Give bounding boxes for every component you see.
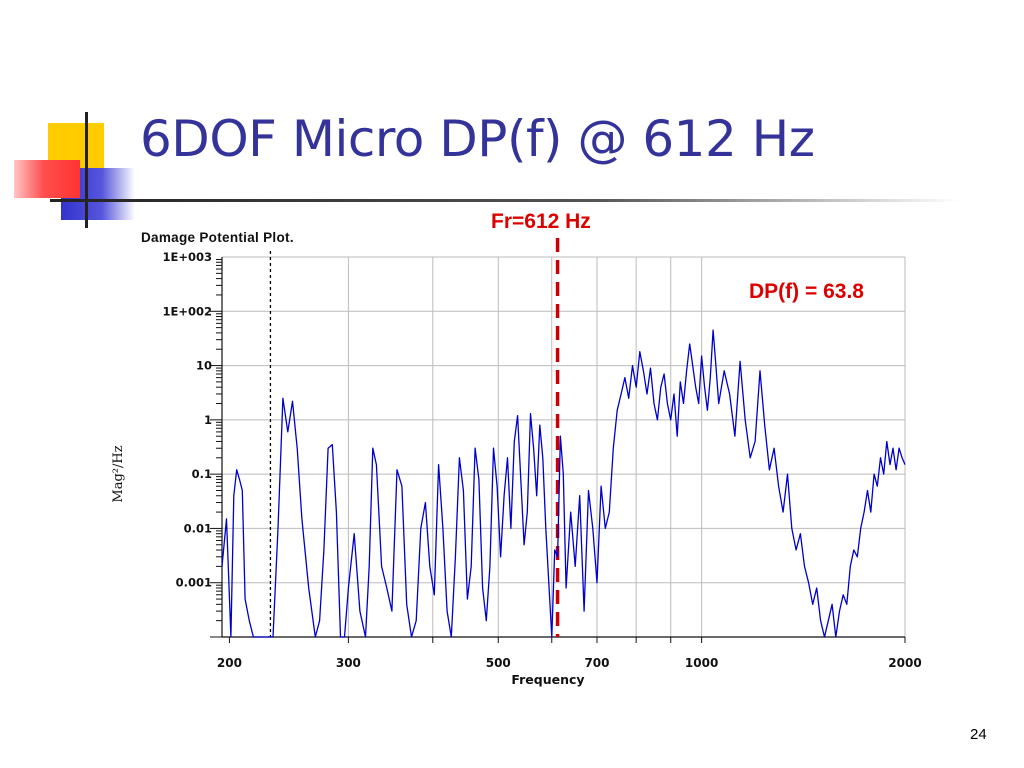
slide-title: 6DOF Micro DP(f) @ 612 Hz: [140, 110, 815, 168]
x-tick-label: 200: [217, 656, 242, 670]
series-line: [221, 329, 906, 638]
y-tick-label: 1E+002: [163, 304, 213, 318]
x-tick-label: 1000: [685, 656, 718, 670]
red-square-decoration: [14, 160, 80, 198]
frequency-marker-label: Fr=612 Hz: [491, 210, 591, 233]
chart-heading: Damage Potential Plot.: [141, 230, 294, 245]
reference-lines: [269, 238, 560, 637]
x-axis-title: Frequency: [511, 672, 584, 687]
y-axis-title: Mag²/Hz: [111, 445, 126, 502]
y-tick-label: 1E+003: [163, 250, 213, 264]
y-tick-label: 10: [196, 359, 212, 373]
axis-ticks: [210, 257, 906, 643]
vertical-rule-decoration: [85, 112, 88, 228]
x-tick-label: 500: [486, 656, 511, 670]
y-tick-label: 1: [204, 413, 212, 427]
page-number: 24: [970, 726, 987, 743]
title-underline: [50, 199, 960, 202]
x-tick-label: 700: [584, 656, 609, 670]
y-tick-label: 0.001: [176, 576, 212, 590]
x-tick-labels: 200 300 500 700 1000 2000: [217, 656, 922, 670]
y-tick-label: 0.1: [192, 467, 212, 481]
x-tick-label: 2000: [888, 656, 921, 670]
y-tick-labels: 1E+003 1E+002 10 1 0.1 0.01 0.001: [163, 250, 213, 590]
y-tick-label: 0.01: [184, 521, 212, 535]
grid-lines: [222, 256, 906, 637]
dp-value-label: DP(f) = 63.8: [749, 280, 864, 303]
x-tick-label: 300: [336, 656, 361, 670]
